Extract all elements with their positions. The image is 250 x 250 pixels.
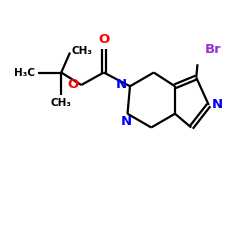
Text: Br: Br bbox=[205, 43, 222, 56]
Text: N: N bbox=[116, 78, 127, 92]
Text: CH₃: CH₃ bbox=[72, 46, 93, 56]
Text: N: N bbox=[212, 98, 223, 112]
Text: CH₃: CH₃ bbox=[51, 98, 72, 108]
Text: H₃C: H₃C bbox=[14, 68, 35, 78]
Text: N: N bbox=[121, 115, 132, 128]
Text: O: O bbox=[67, 78, 78, 92]
Text: O: O bbox=[98, 33, 110, 46]
